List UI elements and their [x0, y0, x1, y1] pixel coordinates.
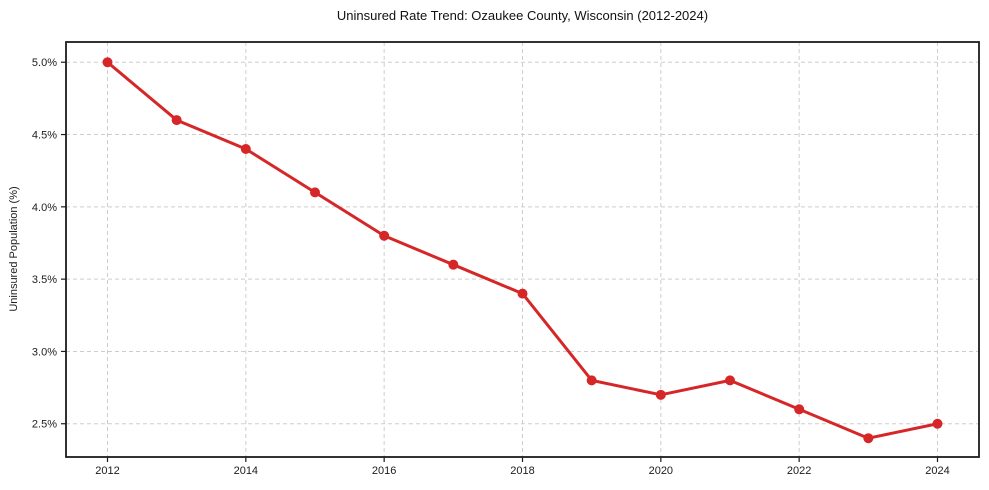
y-tick-label: 3.0% [32, 346, 57, 358]
x-tick-labels: 2012 2014 2016 2018 2020 2022 2024 [95, 465, 949, 477]
data-point [102, 57, 113, 68]
y-tick-label: 4.0% [32, 202, 57, 214]
data-series [102, 57, 943, 444]
data-point [448, 259, 459, 270]
x-tick-label: 2020 [649, 465, 673, 477]
data-point [379, 230, 390, 241]
data-point [725, 375, 735, 386]
data-point [586, 375, 597, 386]
x-tick-label: 2016 [372, 465, 396, 477]
data-point [310, 187, 320, 198]
data-point [240, 144, 251, 155]
data-point [794, 404, 805, 415]
data-point [655, 389, 666, 400]
x-tick-label: 2012 [95, 465, 119, 477]
data-point [171, 115, 182, 126]
data-point [932, 418, 943, 429]
x-tick-label: 2018 [510, 465, 534, 477]
data-point [517, 288, 528, 299]
chart-title: Uninsured Rate Trend: Ozaukee County, Wi… [336, 8, 709, 23]
x-tick-label: 2014 [234, 465, 258, 477]
y-tick-label: 2.5% [32, 419, 57, 431]
tick-marks [61, 61, 939, 462]
gridlines [66, 42, 979, 457]
x-tick-label: 2022 [787, 465, 811, 477]
y-tick-label: 3.5% [32, 274, 57, 286]
x-tick-label: 2024 [925, 465, 949, 477]
data-point [863, 433, 874, 444]
y-tick-label: 4.5% [32, 130, 57, 142]
y-tick-labels: 2.5% 3.0% 3.5% 4.0% 4.5% 5.0% [32, 57, 57, 430]
y-tick-label: 5.0% [32, 57, 57, 69]
